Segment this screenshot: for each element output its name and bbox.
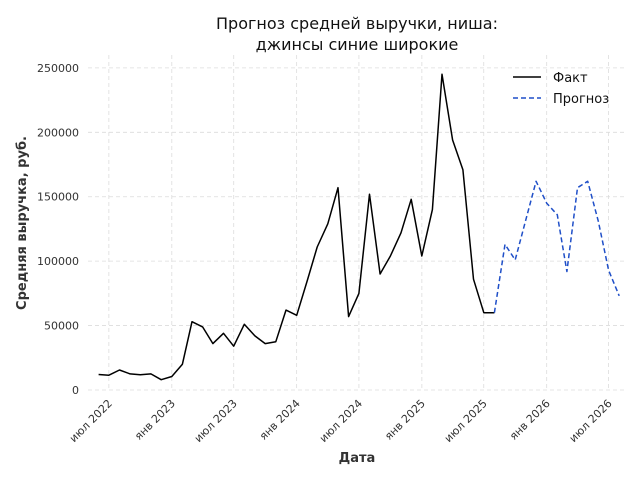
y-tick-label: 250000: [37, 62, 79, 75]
series-layer: [98, 73, 620, 381]
x-tick-label: янв 2025: [382, 397, 428, 443]
x-tick-label: июл 2022: [67, 397, 115, 445]
y-tick-label: 200000: [37, 126, 79, 139]
y-axis: 0 50000 100000 150000 200000 250000: [37, 62, 79, 397]
y-axis-label: Средняя выручка, руб.: [15, 136, 30, 310]
x-tick-label: июл 2023: [192, 397, 240, 445]
x-tick-label: янв 2023: [132, 397, 178, 443]
x-tick-label: янв 2024: [257, 397, 303, 443]
chart-title-line-2: джинсы синие широкие: [256, 35, 459, 54]
y-tick-label: 0: [72, 384, 79, 397]
series-line-fact: [98, 73, 495, 381]
legend: Факт Прогноз: [513, 71, 609, 107]
x-tick-label: янв 2026: [507, 397, 553, 443]
legend-fact-label: Факт: [553, 71, 588, 86]
y-tick-label: 50000: [44, 320, 79, 333]
grid-layer: [88, 55, 624, 391]
x-tick-label: июл 2026: [567, 397, 615, 445]
y-tick-label: 100000: [37, 255, 79, 268]
x-tick-label: июл 2024: [317, 397, 365, 445]
x-tick-label: июл 2025: [442, 397, 490, 445]
series-line-forecast: [493, 180, 620, 313]
chart-title-line-1: Прогноз средней выручки, ниша:: [216, 14, 498, 33]
y-tick-label: 150000: [37, 191, 79, 204]
chart-title: Прогноз средней выручки, ниша: джинсы си…: [216, 14, 498, 54]
x-axis: июл 2022 янв 2023 июл 2023 янв 2024 июл 2024…: [67, 397, 615, 445]
x-axis-label: Дата: [339, 451, 376, 466]
legend-forecast-label: Прогноз: [553, 92, 609, 107]
